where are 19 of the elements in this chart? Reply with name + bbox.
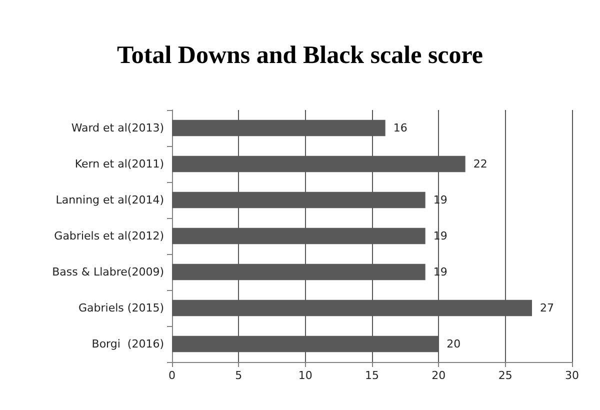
x-tick-label: 0 [168,369,176,382]
data-label: 22 [473,158,488,170]
chart-title: Total Downs and Black scale score [116,42,484,69]
data-label: 16 [393,122,408,134]
y-tick-label: Gabriels et al(2012) [54,230,164,242]
x-tick-label: 5 [235,369,242,382]
y-tick-label: Ward et al(2013) [71,122,164,134]
x-tick-label: 20 [432,369,446,382]
y-tick-label: Gabriels (2015) [78,302,164,314]
y-tick-label: Borgi (2016) [92,338,164,350]
y-tick-label: Kern et al(2011) [74,158,164,170]
x-tick-label: 25 [498,369,512,382]
data-label: 27 [540,302,554,314]
data-label: 20 [446,338,461,350]
x-tick-label: 10 [298,369,312,382]
y-tick-label: Bass & Llabre(2009) [52,266,164,278]
y-tick-label: Lanning et al(2014) [56,194,164,206]
x-tick-label: 30 [565,369,579,382]
x-tick-label: 15 [365,369,379,382]
